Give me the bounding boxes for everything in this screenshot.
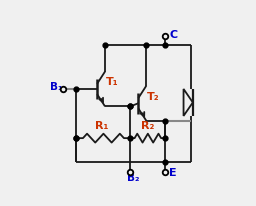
Text: C: C — [169, 30, 177, 40]
Text: E: E — [169, 168, 177, 178]
Text: T₁: T₁ — [106, 77, 119, 87]
Text: B₁: B₁ — [50, 82, 62, 92]
Text: R₁: R₁ — [95, 121, 109, 131]
Text: B₂: B₂ — [127, 173, 140, 183]
Text: T₂: T₂ — [147, 92, 160, 102]
Text: R₂: R₂ — [141, 121, 155, 131]
